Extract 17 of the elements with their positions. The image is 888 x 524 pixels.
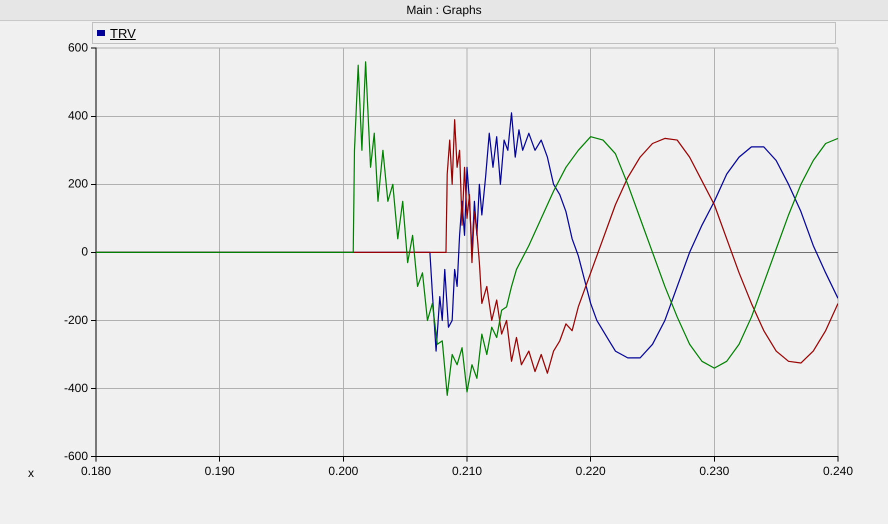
legend-label: TRV: [110, 26, 136, 40]
x-tick-label: 0.180: [80, 464, 112, 478]
y-tick-label: 200: [68, 176, 88, 191]
x-axis-title: x: [28, 466, 34, 480]
x-tick-label: 0.240: [822, 464, 854, 478]
y-tick-label: -200: [64, 312, 88, 327]
x-tick-label: 0.200: [328, 464, 359, 478]
x-tick-label: 0.220: [576, 464, 606, 478]
y-tick-label: 600: [68, 40, 88, 55]
chart-title: Main : Graphs: [0, 0, 888, 21]
y-tick-label: 400: [68, 108, 88, 123]
x-tick-label: 0.190: [204, 464, 236, 478]
y-tick-label: -600: [64, 448, 88, 463]
x-tick-label: 0.210: [452, 464, 482, 478]
y-tick-label: -400: [64, 380, 88, 395]
x-tick-label: 0.230: [699, 464, 730, 478]
y-tick-label: 0: [81, 244, 88, 259]
